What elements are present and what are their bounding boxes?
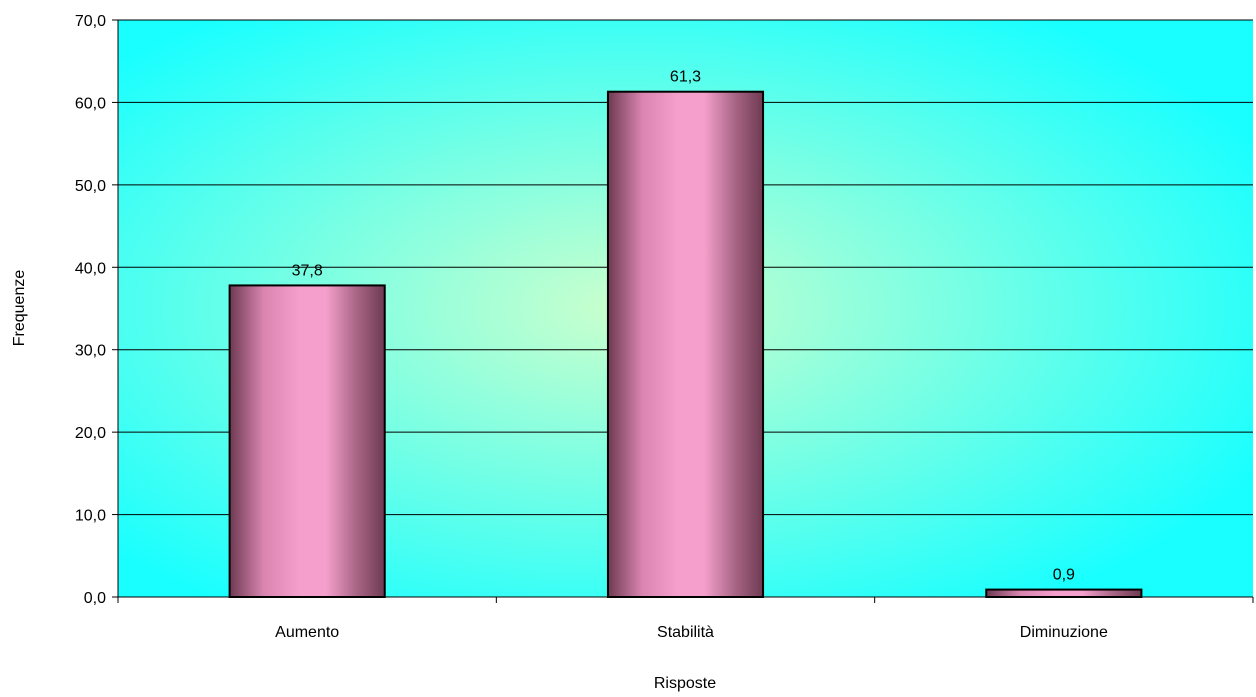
y-tick-label: 0,0	[84, 590, 106, 607]
y-tick-label: 30,0	[75, 343, 106, 360]
bars	[228, 90, 1143, 598]
y-tick-label: 60,0	[75, 95, 106, 112]
x-tick-label: Aumento	[275, 624, 339, 641]
y-tick-label: 40,0	[75, 260, 106, 277]
axes	[112, 19, 1254, 603]
bar-value-label: 37,8	[292, 262, 323, 279]
bar-value-label: 61,3	[670, 69, 701, 86]
bar-value-label: 0,9	[1053, 567, 1075, 584]
y-axis-title: Frequenze	[11, 270, 28, 347]
x-axis-title: Risposte	[654, 675, 716, 692]
bar	[228, 284, 386, 598]
y-tick-label: 10,0	[75, 508, 106, 525]
x-tick-label: Stabilità	[657, 624, 714, 641]
bar	[606, 90, 765, 598]
y-tick-label: 50,0	[75, 178, 106, 195]
bar	[985, 588, 1143, 598]
labels: 0,0 10,0 20,0 30,0 40,0 50,0 60,0 70,0 37,8 Aumen…	[75, 13, 1108, 641]
y-tick-label: 70,0	[75, 13, 106, 30]
x-tick-label: Diminuzione	[1020, 624, 1108, 641]
y-tick-label: 20,0	[75, 425, 106, 442]
